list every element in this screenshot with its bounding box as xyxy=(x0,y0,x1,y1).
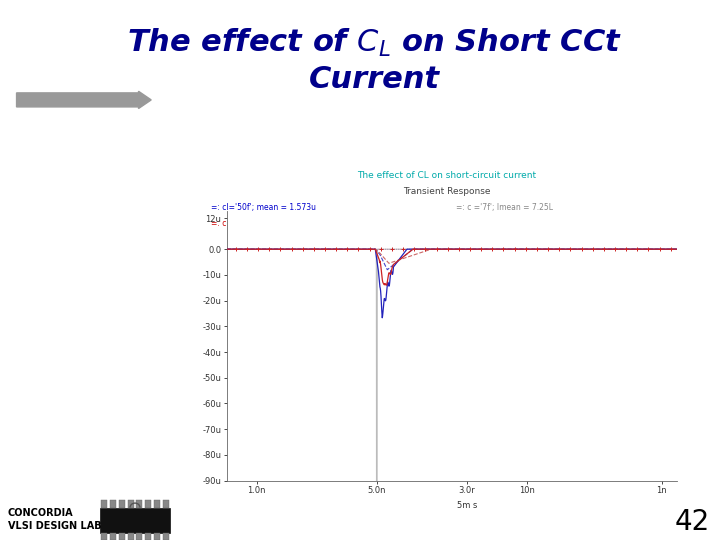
Bar xyxy=(145,533,151,540)
Bar xyxy=(102,501,107,508)
Bar xyxy=(145,501,151,508)
Bar xyxy=(163,501,168,508)
Text: The effect of $C_L$ on Short CCt
Current: The effect of $C_L$ on Short CCt Current xyxy=(127,26,622,94)
Bar xyxy=(119,501,125,508)
Text: =: cl='100f'; lmean = 1.462u: =: cl='100f'; lmean = 1.462u xyxy=(212,219,323,228)
Text: =: c ='7f'; lmean = 7.25L: =: c ='7f'; lmean = 7.25L xyxy=(456,203,553,212)
Bar xyxy=(127,533,134,540)
Text: The effect of CL on short-circuit current: The effect of CL on short-circuit curren… xyxy=(357,171,536,180)
Bar xyxy=(163,533,168,540)
Text: =: cl='50f'; mean = 1.573u: =: cl='50f'; mean = 1.573u xyxy=(212,203,316,212)
Bar xyxy=(136,533,143,540)
Bar xyxy=(154,533,160,540)
Bar xyxy=(102,533,107,540)
Bar xyxy=(127,501,134,508)
Text: CONCORDIA: CONCORDIA xyxy=(8,508,73,518)
Bar xyxy=(119,533,125,540)
Text: 5m s: 5m s xyxy=(456,501,477,510)
Bar xyxy=(136,501,143,508)
FancyArrow shape xyxy=(17,91,151,109)
Bar xyxy=(110,501,116,508)
Bar xyxy=(154,501,160,508)
Text: 42: 42 xyxy=(675,508,710,536)
Bar xyxy=(100,508,170,533)
Text: VLSI DESIGN LAB: VLSI DESIGN LAB xyxy=(8,521,102,531)
Bar xyxy=(110,533,116,540)
Text: Transient Response: Transient Response xyxy=(402,187,490,196)
